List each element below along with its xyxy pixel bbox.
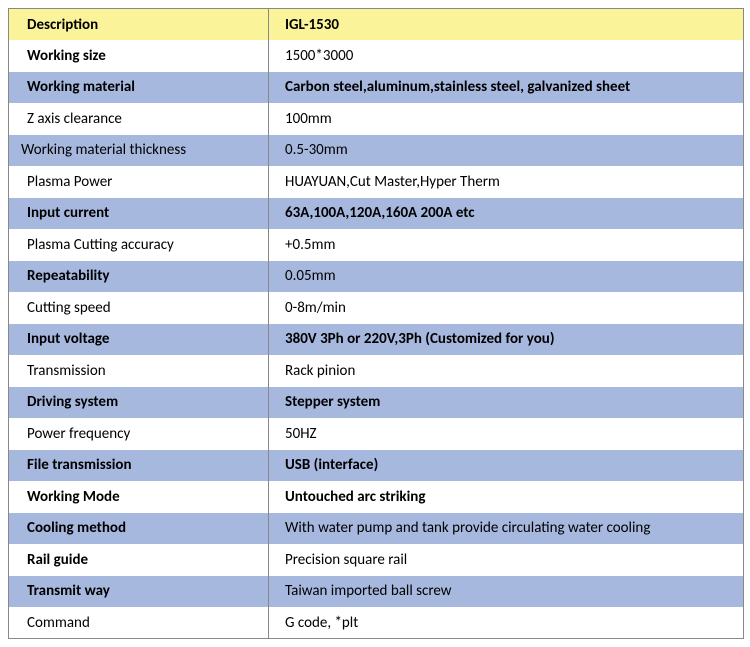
row-label: Cutting speed: [9, 292, 269, 324]
row-value: G code, *plt: [269, 607, 744, 639]
row-value: 0.05mm: [269, 261, 744, 293]
table-row: Cooling methodWith water pump and tank p…: [9, 513, 744, 545]
row-label: Working Mode: [9, 481, 269, 513]
row-value: 1500*3000: [269, 40, 744, 72]
table-row: Driving systemStepper system: [9, 387, 744, 419]
row-label: Working material: [9, 72, 269, 104]
row-value: Precision square rail: [269, 544, 744, 576]
row-label: Transmission: [9, 355, 269, 387]
row-value: HUAYUAN,Cut Master,Hyper Therm: [269, 166, 744, 198]
row-label: Rail guide: [9, 544, 269, 576]
row-value: 50HZ: [269, 418, 744, 450]
header-value: IGL-1530: [269, 9, 744, 41]
row-label: Plasma Cutting accuracy: [9, 229, 269, 261]
row-label: Repeatability: [9, 261, 269, 293]
row-value: Rack pinion: [269, 355, 744, 387]
row-label: Working size: [9, 40, 269, 72]
header-label: Description: [9, 9, 269, 41]
row-value: With water pump and tank provide circula…: [269, 513, 744, 545]
row-label: Cooling method: [9, 513, 269, 545]
table-row: Rail guidePrecision square rail: [9, 544, 744, 576]
row-label: Power frequency: [9, 418, 269, 450]
table-row: Working size1500*3000: [9, 40, 744, 72]
table-row: Transmit wayTaiwan imported ball screw: [9, 576, 744, 608]
table-row: Input voltage380V 3Ph or 220V,3Ph (Custo…: [9, 324, 744, 356]
row-value: 63A,100A,120A,160A 200A etc: [269, 198, 744, 230]
table-row: Plasma PowerHUAYUAN,Cut Master,Hyper The…: [9, 166, 744, 198]
row-label: Input current: [9, 198, 269, 230]
row-value: Taiwan imported ball screw: [269, 576, 744, 608]
row-label: Command: [9, 607, 269, 639]
table-row: Cutting speed0-8m/min: [9, 292, 744, 324]
table-header-row: DescriptionIGL-1530: [9, 9, 744, 41]
row-value: Untouched arc striking: [269, 481, 744, 513]
row-label: Transmit way: [9, 576, 269, 608]
row-value: 0.5-30mm: [269, 135, 744, 167]
row-value: 380V 3Ph or 220V,3Ph (Customized for you…: [269, 324, 744, 356]
row-value: USB (interface): [269, 450, 744, 482]
table-row: CommandG code, *plt: [9, 607, 744, 639]
table-row: Z axis clearance100mm: [9, 103, 744, 135]
table-row: Input current63A,100A,120A,160A 200A etc: [9, 198, 744, 230]
row-value: Stepper system: [269, 387, 744, 419]
table-row: Repeatability0.05mm: [9, 261, 744, 293]
row-label: Plasma Power: [9, 166, 269, 198]
row-label: Input voltage: [9, 324, 269, 356]
row-label: Z axis clearance: [9, 103, 269, 135]
spec-table: DescriptionIGL-1530Working size1500*3000…: [8, 8, 744, 639]
table-row: Plasma Cutting accuracy+0.5mm: [9, 229, 744, 261]
row-label: Working material thickness: [9, 135, 269, 167]
table-row: File transmissionUSB (interface): [9, 450, 744, 482]
row-label: File transmission: [9, 450, 269, 482]
row-value: +0.5mm: [269, 229, 744, 261]
table-row: Working materialCarbon steel,aluminum,st…: [9, 72, 744, 104]
spec-table-body: DescriptionIGL-1530Working size1500*3000…: [9, 9, 744, 639]
row-value: 0-8m/min: [269, 292, 744, 324]
table-row: Power frequency50HZ: [9, 418, 744, 450]
table-row: TransmissionRack pinion: [9, 355, 744, 387]
row-value: Carbon steel,aluminum,stainless steel, g…: [269, 72, 744, 104]
table-row: Working ModeUntouched arc striking: [9, 481, 744, 513]
table-row: Working material thickness0.5-30mm: [9, 135, 744, 167]
row-value: 100mm: [269, 103, 744, 135]
row-label: Driving system: [9, 387, 269, 419]
